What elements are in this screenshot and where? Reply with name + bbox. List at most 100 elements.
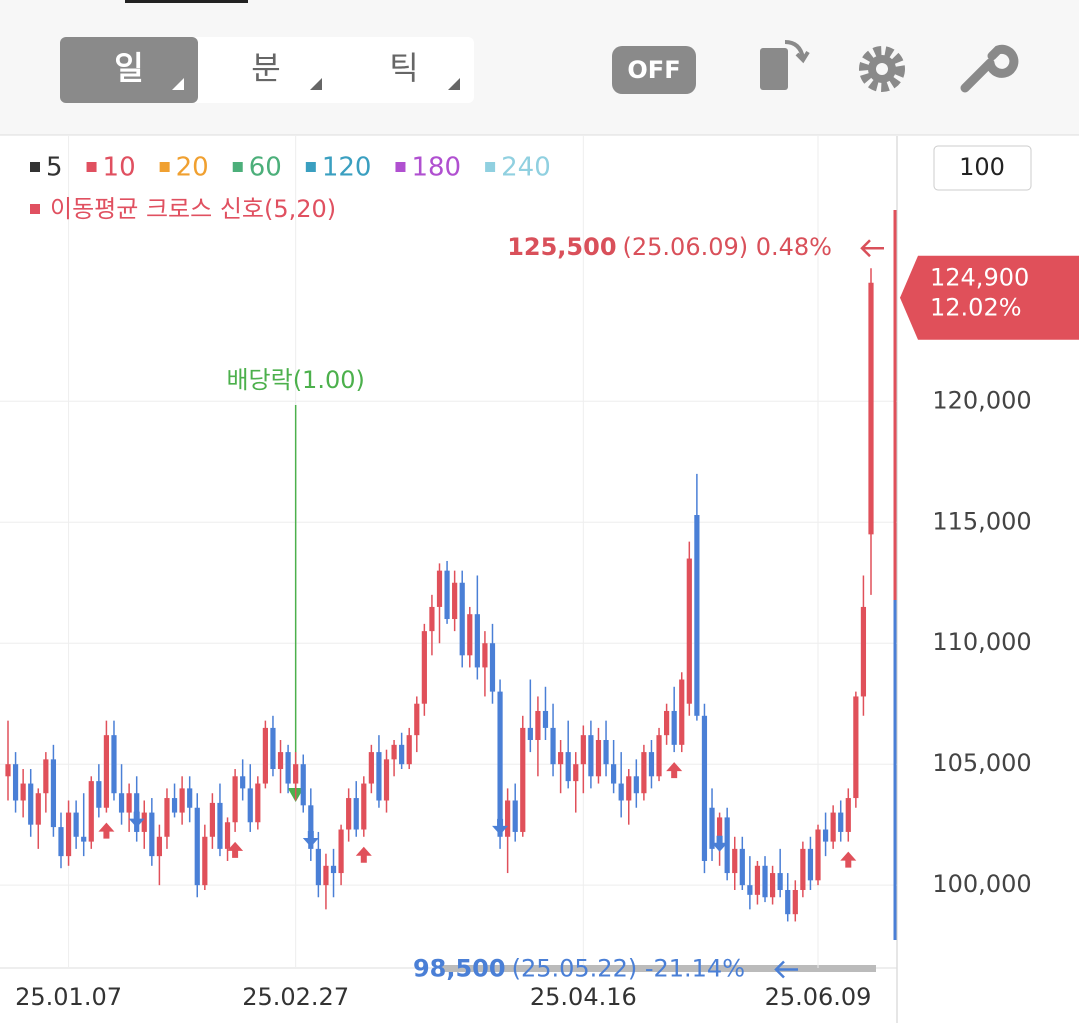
high-note: (25.06.09) 0.48% bbox=[623, 233, 832, 261]
candle-body bbox=[762, 865, 768, 898]
signal-up bbox=[666, 762, 683, 779]
candle-body bbox=[732, 848, 738, 874]
candle-body bbox=[217, 802, 223, 849]
toggle-label[interactable]: OFF bbox=[627, 56, 680, 84]
candle-body bbox=[452, 582, 458, 620]
candle-body bbox=[414, 703, 420, 736]
low-arrow bbox=[774, 960, 798, 979]
candle-body bbox=[141, 812, 147, 832]
candle-body bbox=[535, 710, 541, 740]
y-tick-label: 115,000 bbox=[932, 507, 1031, 535]
candle-body bbox=[270, 727, 276, 770]
candle-body bbox=[315, 848, 321, 886]
candle-body bbox=[512, 800, 518, 832]
candle-body bbox=[860, 606, 867, 697]
legend-swatch bbox=[485, 162, 496, 172]
toggle[interactable] bbox=[612, 46, 696, 94]
candle-body bbox=[845, 798, 851, 832]
candle-body bbox=[111, 735, 117, 794]
low-note: (25.05.22) -21.14% bbox=[512, 954, 745, 982]
candle-body bbox=[838, 812, 844, 832]
candle-body bbox=[118, 793, 125, 813]
candle-body bbox=[641, 752, 647, 794]
candle-body bbox=[777, 873, 783, 890]
candle-body bbox=[489, 643, 496, 692]
count-value[interactable]: 100 bbox=[959, 153, 1005, 181]
candle-body bbox=[353, 798, 359, 830]
tool-icon[interactable] bbox=[960, 44, 1019, 93]
candle-body bbox=[300, 764, 306, 806]
tab-caret bbox=[448, 78, 460, 90]
legend-label: 20 bbox=[176, 153, 209, 183]
candle-body bbox=[565, 752, 571, 782]
candle-body bbox=[603, 740, 609, 765]
candle-body bbox=[285, 752, 291, 784]
candle-body bbox=[611, 764, 617, 784]
candle-body bbox=[262, 727, 268, 784]
candle-body bbox=[626, 776, 632, 801]
candle-body bbox=[800, 848, 806, 890]
count-box[interactable] bbox=[933, 145, 1032, 191]
candle-body bbox=[807, 848, 814, 881]
candle-body bbox=[96, 781, 102, 808]
candle-body bbox=[391, 744, 397, 760]
settings-icon[interactable] bbox=[859, 46, 905, 92]
tab-day[interactable]: 일 bbox=[114, 49, 143, 87]
candle-body bbox=[346, 798, 352, 830]
signal-up bbox=[355, 846, 372, 863]
tab-caret bbox=[310, 78, 322, 90]
candle-body bbox=[656, 735, 662, 777]
candle-body bbox=[164, 798, 170, 837]
signal-down bbox=[302, 830, 319, 847]
candle-body bbox=[497, 691, 503, 837]
candle-body bbox=[482, 643, 488, 668]
tab-selected[interactable] bbox=[60, 37, 198, 103]
legend-label: 60 bbox=[249, 153, 282, 183]
rotate-arrow bbox=[784, 40, 810, 64]
x-tick-label: 25.04.16 bbox=[530, 983, 637, 1011]
candle-body bbox=[368, 752, 374, 784]
candle-body bbox=[224, 822, 231, 849]
candle-body bbox=[769, 873, 776, 898]
candle-body bbox=[88, 781, 94, 842]
dividend-label: 배당락(1.00) bbox=[226, 366, 364, 394]
candle-body bbox=[686, 558, 692, 704]
price-tag bbox=[900, 255, 1079, 340]
candle-body bbox=[43, 759, 49, 794]
price-tag-value: 124,900 bbox=[930, 264, 1029, 292]
signal-up bbox=[227, 841, 244, 858]
signal-up bbox=[98, 822, 115, 839]
legend-label: 180 bbox=[411, 153, 461, 183]
candle-body bbox=[28, 783, 34, 825]
tab-tick[interactable]: 틱 bbox=[389, 49, 418, 87]
tab-minute[interactable]: 분 bbox=[251, 49, 280, 87]
candle-body bbox=[383, 759, 390, 801]
legend-label: 240 bbox=[501, 153, 551, 183]
candle-body bbox=[255, 783, 261, 823]
candle-body bbox=[194, 807, 200, 886]
rotate-icon[interactable] bbox=[760, 48, 788, 90]
candle-body bbox=[376, 752, 382, 801]
candle-body bbox=[149, 812, 155, 857]
candle-body bbox=[103, 735, 110, 808]
tab-caret bbox=[172, 78, 184, 90]
candle-body bbox=[664, 710, 670, 736]
legend-label: 10 bbox=[103, 153, 136, 183]
candle-body bbox=[247, 788, 253, 823]
legend-swatch bbox=[30, 204, 40, 214]
candle-body bbox=[50, 759, 57, 828]
candle-body bbox=[5, 764, 11, 777]
candle-body bbox=[633, 776, 639, 794]
x-tick-label: 25.06.09 bbox=[765, 983, 872, 1011]
tab-indicator bbox=[125, 0, 248, 3]
scrollbar[interactable] bbox=[440, 965, 876, 972]
y-tick-label: 110,000 bbox=[932, 628, 1031, 656]
candle-body bbox=[709, 807, 715, 849]
candle-body bbox=[308, 805, 314, 849]
candle-body bbox=[338, 829, 344, 874]
candle-body bbox=[323, 865, 329, 886]
candle-body bbox=[754, 865, 761, 895]
candle-body bbox=[429, 606, 435, 632]
low-annotation: 98,500 (25.05.22) -21.14% bbox=[413, 954, 745, 982]
